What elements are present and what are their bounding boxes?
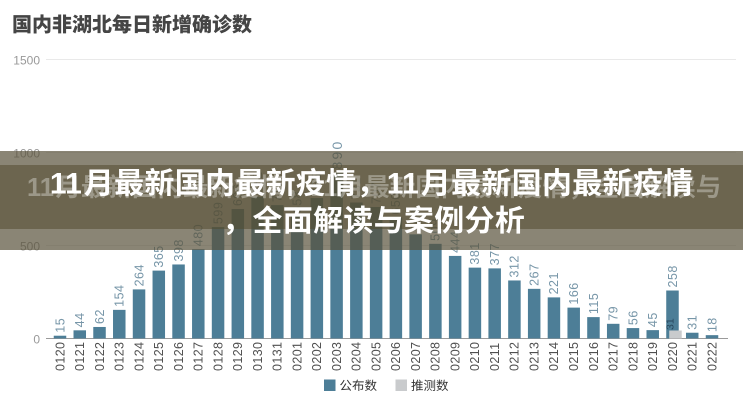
svg-text:0123: 0123 <box>113 342 127 371</box>
svg-text:0205: 0205 <box>369 342 383 371</box>
svg-text:0210: 0210 <box>468 342 482 371</box>
svg-text:0220: 0220 <box>666 342 680 371</box>
svg-text:0211: 0211 <box>488 343 502 371</box>
svg-text:154: 154 <box>113 285 127 307</box>
svg-text:0212: 0212 <box>508 342 522 371</box>
svg-text:0213: 0213 <box>527 342 541 371</box>
svg-text:79: 79 <box>607 306 621 321</box>
svg-text:0201: 0201 <box>290 342 304 371</box>
svg-text:0217: 0217 <box>607 342 621 371</box>
svg-text:0218: 0218 <box>626 342 640 371</box>
svg-text:0122: 0122 <box>93 342 107 371</box>
svg-text:0206: 0206 <box>389 342 403 371</box>
svg-text:0214: 0214 <box>547 342 561 371</box>
svg-text:0222: 0222 <box>705 342 719 371</box>
svg-text:0125: 0125 <box>152 342 166 371</box>
svg-text:0219: 0219 <box>646 342 660 371</box>
svg-text:62: 62 <box>93 309 107 324</box>
svg-text:44: 44 <box>73 312 87 327</box>
svg-text:0: 0 <box>33 333 40 347</box>
svg-text:0128: 0128 <box>211 342 225 371</box>
svg-text:0126: 0126 <box>172 342 186 371</box>
svg-text:258: 258 <box>666 265 680 287</box>
svg-text:0203: 0203 <box>330 342 344 371</box>
svg-text:0207: 0207 <box>409 342 423 371</box>
svg-text:0120: 0120 <box>53 342 67 371</box>
svg-text:0215: 0215 <box>567 342 581 371</box>
svg-text:56: 56 <box>626 310 640 325</box>
svg-text:166: 166 <box>567 282 581 304</box>
svg-text:0131: 0131 <box>271 342 285 371</box>
svg-text:18: 18 <box>705 317 719 332</box>
svg-text:115: 115 <box>587 293 601 314</box>
svg-text:31: 31 <box>686 315 700 330</box>
svg-text:31: 31 <box>664 318 676 330</box>
svg-text:264: 264 <box>132 264 146 286</box>
svg-text:0209: 0209 <box>448 342 462 371</box>
svg-text:0208: 0208 <box>429 342 443 371</box>
svg-text:1500: 1500 <box>13 54 40 68</box>
svg-text:0216: 0216 <box>587 342 601 371</box>
svg-text:11: 11 <box>50 168 82 201</box>
svg-text:15: 15 <box>53 318 67 333</box>
svg-text:0130: 0130 <box>251 342 265 371</box>
svg-text:0129: 0129 <box>231 342 245 371</box>
svg-text:0221: 0221 <box>686 342 700 371</box>
svg-text:0121: 0121 <box>73 342 87 371</box>
svg-text:0202: 0202 <box>310 342 324 371</box>
svg-text:221: 221 <box>547 272 561 294</box>
svg-text:11: 11 <box>387 168 419 201</box>
svg-text:312: 312 <box>508 255 522 277</box>
svg-text:0124: 0124 <box>132 342 146 371</box>
svg-text:45: 45 <box>646 312 660 327</box>
svg-text:11: 11 <box>27 174 54 202</box>
svg-text:365: 365 <box>152 245 166 267</box>
svg-text:0127: 0127 <box>192 342 206 371</box>
svg-text:0204: 0204 <box>350 342 364 371</box>
svg-text:267: 267 <box>527 263 541 285</box>
